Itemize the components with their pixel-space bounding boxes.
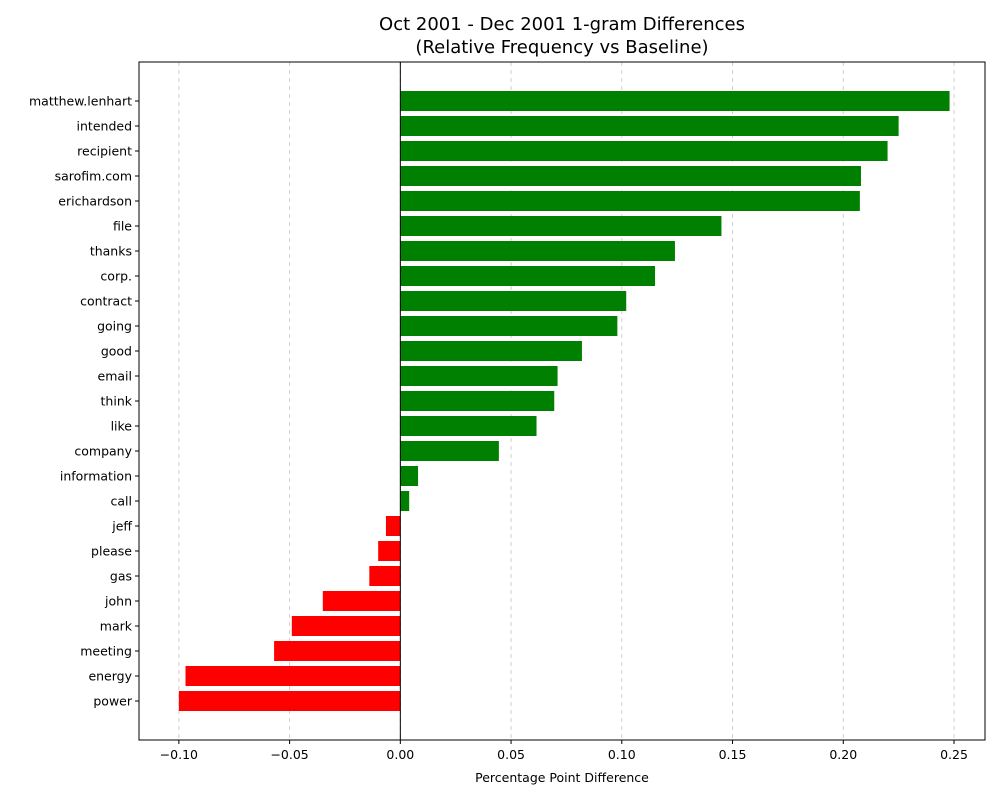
bar-contract [400, 291, 627, 311]
bar-email [400, 366, 558, 386]
y-tick-label: company [74, 444, 132, 459]
bar-corp- [400, 266, 656, 286]
y-tick-label: energy [88, 669, 132, 684]
bar-going [400, 316, 618, 336]
x-tick-label: 0.10 [608, 747, 636, 762]
bar-mark [291, 616, 401, 636]
y-tick-label: call [111, 494, 132, 509]
y-tick-label: power [93, 694, 132, 709]
bar-power [178, 691, 401, 711]
bar-call [400, 491, 410, 511]
y-tick-label: email [98, 369, 132, 384]
y-tick-label: going [97, 319, 132, 334]
x-tick-label: 0.20 [829, 747, 857, 762]
x-axis-label: Percentage Point Difference [475, 770, 649, 785]
y-tick-label: john [104, 594, 132, 609]
chart-subtitle: (Relative Frequency vs Baseline) [415, 37, 708, 58]
y-tick-label: intended [77, 119, 132, 134]
x-tick-label: 0.00 [386, 747, 414, 762]
y-tick-label: jeff [111, 519, 132, 534]
bar-think [400, 391, 555, 411]
x-tick-label: 0.25 [940, 747, 968, 762]
y-tick-label: please [91, 544, 132, 559]
y-tick-label: contract [80, 294, 132, 309]
x-tick-label: −0.05 [270, 747, 308, 762]
x-tick-label: 0.05 [497, 747, 525, 762]
y-tick-label: good [101, 344, 132, 359]
y-tick-label: like [111, 419, 133, 434]
bar-jeff [385, 516, 401, 536]
x-tick-label: −0.10 [160, 747, 198, 762]
bar-erichardson [400, 191, 860, 211]
bar-company [400, 441, 499, 461]
y-tick-label: erichardson [58, 194, 132, 209]
bar-information [400, 466, 419, 486]
y-tick-label: think [101, 394, 133, 409]
y-axis-ticks: matthew.lenhart intended recipient sarofim.… [29, 94, 139, 709]
y-tick-label: information [60, 469, 132, 484]
bar-please [378, 541, 401, 561]
bar-meeting [274, 641, 401, 661]
y-tick-label: thanks [90, 244, 132, 259]
bar-sarofim-com [400, 166, 861, 186]
bar-intended [400, 116, 899, 136]
bar-like [400, 416, 537, 436]
bars [178, 91, 950, 711]
bar-energy [185, 666, 401, 686]
y-tick-label: corp. [100, 269, 132, 284]
y-tick-label: gas [110, 569, 132, 584]
x-axis-ticks: −0.10 −0.05 0.00 0.05 0.10 0.15 0.20 0.25 [160, 740, 968, 762]
grid-lines [178, 62, 955, 740]
y-tick-label: sarofim.com [55, 169, 132, 184]
y-tick-label: meeting [80, 644, 132, 659]
bar-john [322, 591, 401, 611]
chart-title: Oct 2001 - Dec 2001 1-gram Differences [379, 14, 745, 35]
bar-matthew-lenhart [400, 91, 950, 111]
y-tick-label: matthew.lenhart [29, 94, 132, 109]
x-tick-label: 0.15 [719, 747, 747, 762]
y-tick-label: recipient [77, 144, 132, 159]
y-tick-label: file [113, 219, 132, 234]
bar-file [400, 216, 722, 236]
bar-thanks [400, 241, 675, 261]
bar-recipient [400, 141, 888, 161]
plot-frame [138, 61, 986, 741]
bar-good [400, 341, 582, 361]
bar-gas [369, 566, 401, 586]
y-tick-label: mark [100, 619, 133, 634]
